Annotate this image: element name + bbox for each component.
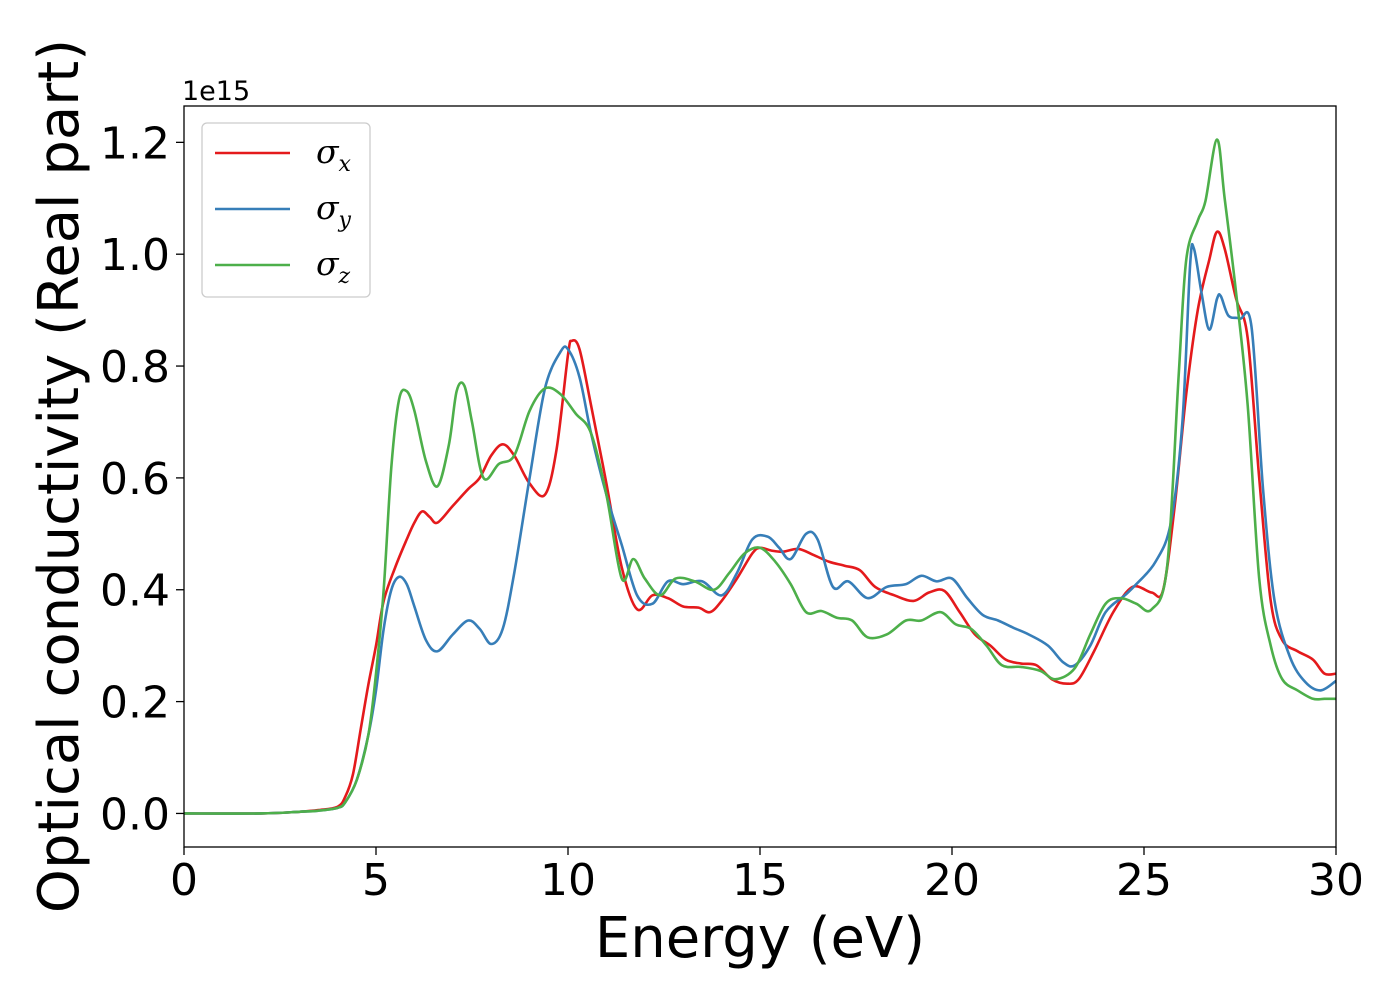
x-axis: 0 5 10 15 20 25 30 <box>170 847 1364 906</box>
series-line-x <box>184 230 1336 815</box>
legend: σx σy σz <box>201 122 371 298</box>
plot-background <box>184 106 1336 847</box>
x-axis-title: Energy (eV) <box>595 906 925 971</box>
y-tick-label: 0.6 <box>100 454 170 505</box>
x-tick-label: 20 <box>924 855 980 906</box>
series-layer <box>184 138 1336 815</box>
x-tick-label: 15 <box>732 855 788 906</box>
x-tick-label: 5 <box>362 855 390 906</box>
y-tick-label: 0.4 <box>100 566 170 617</box>
y-axis-title: Optical conductivity (Real part) <box>27 39 92 913</box>
y-tick-label: 0.2 <box>100 678 170 729</box>
y-offset-label: 1e15 <box>182 76 250 107</box>
x-tick-label: 10 <box>540 855 596 906</box>
y-axis: 0.0 0.2 0.4 0.6 0.8 1.0 1.2 <box>100 118 184 840</box>
legend-label-x: σx <box>316 132 352 177</box>
x-tick-label: 30 <box>1308 855 1364 906</box>
series-line-z <box>184 138 1336 815</box>
y-tick-label: 1.0 <box>100 230 170 281</box>
legend-label-z: σz <box>316 244 351 289</box>
y-tick-label: 1.2 <box>100 118 170 169</box>
legend-label-y: σy <box>316 188 352 233</box>
y-tick-label: 0.0 <box>100 789 170 840</box>
y-tick-label: 0.8 <box>100 342 170 393</box>
x-tick-label: 0 <box>170 855 198 906</box>
series-line-y <box>184 242 1336 815</box>
x-tick-label: 25 <box>1116 855 1172 906</box>
